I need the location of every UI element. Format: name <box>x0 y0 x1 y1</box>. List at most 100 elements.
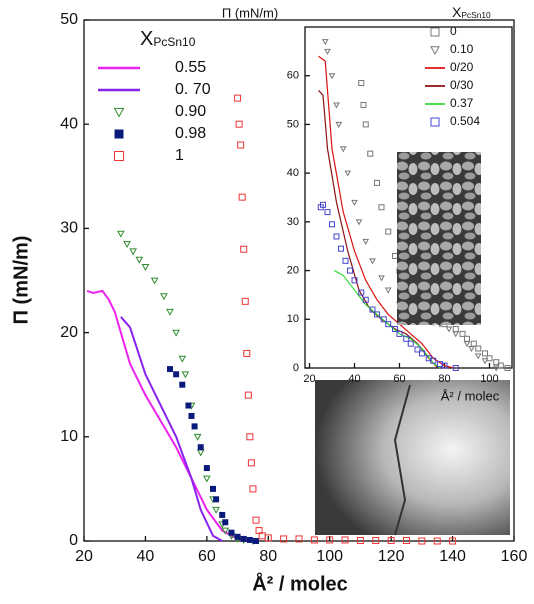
data-point <box>178 355 187 363</box>
x-tick-label: 100 <box>480 373 498 385</box>
x-tick-label: 20 <box>303 373 315 385</box>
plot-frame <box>304 26 513 369</box>
data-point <box>492 365 500 372</box>
legend-swatch <box>113 107 125 118</box>
photo-crack <box>393 384 411 536</box>
data-point <box>196 449 205 457</box>
data-point <box>240 245 248 253</box>
data-point <box>384 287 392 294</box>
data-point <box>396 330 403 337</box>
data-point <box>374 179 380 186</box>
data-point <box>173 371 180 378</box>
data-point <box>407 340 414 347</box>
legend-title-sub: PcSn10 <box>153 35 195 49</box>
data-point <box>326 536 334 544</box>
sem-image <box>397 152 481 325</box>
data-point <box>445 326 453 333</box>
data-point <box>329 221 335 228</box>
legend-swatch <box>114 129 124 139</box>
legend-label: 0.55 <box>175 59 206 76</box>
data-point <box>372 536 380 544</box>
data-point <box>160 293 168 301</box>
data-point <box>468 346 475 353</box>
x-axis-label: Å² / molec <box>252 571 348 595</box>
data-point <box>414 346 421 353</box>
series-line <box>120 316 223 542</box>
data-point <box>295 535 303 543</box>
data-point <box>358 289 365 296</box>
x-tick-label: 20 <box>75 548 93 565</box>
legend-title-main: X <box>140 28 153 50</box>
plot-frame <box>83 19 515 542</box>
legend-label: 0.10 <box>450 42 474 56</box>
data-point <box>212 506 220 514</box>
data-point <box>362 121 369 128</box>
data-point <box>403 335 410 342</box>
data-point <box>179 381 186 388</box>
x-axis-label: Å² / molec <box>441 388 500 403</box>
data-point <box>385 228 392 235</box>
data-point <box>403 536 410 544</box>
y-tick-label: 30 <box>287 216 299 228</box>
data-point <box>333 233 340 240</box>
data-point <box>166 308 174 316</box>
legend-label: 0.98 <box>175 125 206 142</box>
y-tick-label: 50 <box>60 11 78 28</box>
data-point <box>430 357 437 364</box>
data-point <box>481 358 489 365</box>
data-point <box>181 371 190 379</box>
data-point <box>197 444 204 451</box>
legend-title-sub: PcSn10 <box>461 10 491 20</box>
x-tick-label: 140 <box>439 548 466 565</box>
data-point <box>203 465 210 472</box>
data-point <box>129 248 137 256</box>
y-tick-label: 60 <box>287 70 299 82</box>
data-point <box>369 306 376 313</box>
data-point <box>191 423 198 430</box>
legend-title: XPcSn10 <box>452 4 491 21</box>
data-point <box>347 267 353 274</box>
data-point <box>237 141 245 149</box>
data-point <box>324 48 331 55</box>
legend-label: 1 <box>175 147 184 164</box>
data-point <box>222 519 229 526</box>
data-point <box>380 316 387 323</box>
data-point <box>418 537 426 545</box>
data-point <box>172 329 180 337</box>
legend-label: 0/30 <box>450 78 474 92</box>
data-point <box>459 330 466 337</box>
data-point <box>321 39 329 46</box>
data-point <box>135 256 144 264</box>
legend-swatch <box>430 117 440 127</box>
y-tick-label: 40 <box>60 115 78 132</box>
y-tick-label: 10 <box>60 428 78 445</box>
y-tick-label: 10 <box>287 313 299 325</box>
data-point <box>362 238 370 245</box>
data-point <box>328 73 336 80</box>
x-tick-label: 40 <box>348 373 360 385</box>
data-point <box>247 459 255 467</box>
data-point <box>264 534 272 542</box>
data-point <box>378 275 385 282</box>
data-point <box>344 170 352 177</box>
data-point <box>150 277 159 285</box>
legend-label: 0 <box>450 24 457 38</box>
data-point <box>240 535 247 542</box>
legend-title-main: X <box>452 4 462 20</box>
data-point <box>241 297 249 305</box>
data-point <box>385 321 392 328</box>
data-point <box>351 199 358 206</box>
x-tick-label: 80 <box>259 548 277 565</box>
data-point <box>419 350 425 357</box>
data-point <box>324 209 331 216</box>
data-point <box>464 335 470 342</box>
data-point <box>374 311 380 318</box>
data-point <box>252 516 260 524</box>
legend-label: 0/20 <box>450 60 474 74</box>
data-point <box>362 296 369 303</box>
legend-label: 0.504 <box>450 114 480 128</box>
data-point <box>167 366 173 373</box>
data-point <box>378 204 385 211</box>
data-point <box>392 326 398 333</box>
y-axis-label: Π (mN/m) <box>222 5 278 20</box>
